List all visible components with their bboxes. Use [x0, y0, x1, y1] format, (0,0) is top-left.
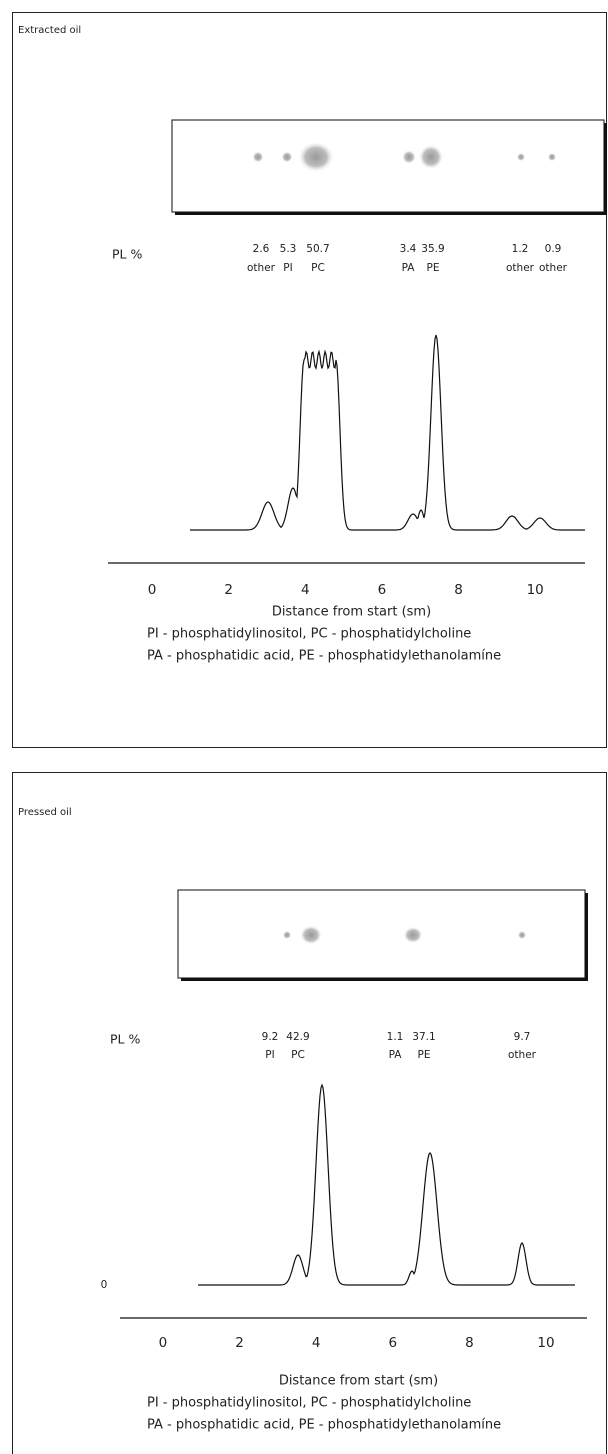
- tlc-spot: [418, 144, 443, 169]
- component-value: 1.2: [512, 243, 529, 255]
- x-tick-label: 10: [537, 1335, 554, 1351]
- x-tick-label: 4: [301, 582, 310, 598]
- component-value: 5.3: [280, 243, 297, 255]
- figure: Extracted oil PL % 2.6 other 5.3 PI 50.7 PC 3.4 P…: [0, 0, 608, 1454]
- tlc-spot: [300, 925, 322, 945]
- pl-label: PL %: [110, 1032, 140, 1047]
- panel-title: Pressed oil: [18, 807, 72, 818]
- baseline-label: 0: [101, 1279, 108, 1291]
- x-axis-label: Distance from start (sm): [279, 1374, 438, 1389]
- pl-label: PL %: [112, 247, 142, 262]
- x-tick-label: 10: [527, 582, 544, 598]
- tlc-plate: [172, 120, 604, 212]
- legend-line: PA - phosphatidic acid, PE - phosphatidy…: [147, 649, 501, 664]
- tlc-spot: [281, 151, 292, 162]
- component-value: 37.1: [412, 1031, 435, 1043]
- x-tick-label: 6: [378, 582, 387, 598]
- component-value: 9.7: [514, 1031, 531, 1043]
- x-tick-label: 2: [224, 582, 233, 598]
- x-tick-label: 6: [388, 1335, 397, 1351]
- component-value: 35.9: [421, 243, 444, 255]
- component-label: PA: [389, 1049, 403, 1061]
- component-value: 3.4: [400, 243, 417, 255]
- component-value: 50.7: [306, 243, 329, 255]
- x-axis-label: Distance from start (sm): [272, 605, 431, 620]
- tlc-spot: [402, 150, 416, 164]
- component-value: 2.6: [253, 243, 270, 255]
- component-label: other: [508, 1049, 537, 1061]
- component-label: PI: [283, 262, 292, 274]
- component-label: PC: [311, 262, 325, 274]
- component-label: PI: [265, 1049, 274, 1061]
- panel-frame: [13, 773, 607, 1454]
- x-tick-label: 0: [159, 1335, 168, 1351]
- component-value: 1.1: [387, 1031, 404, 1043]
- component-value: 9.2: [262, 1031, 279, 1043]
- legend-line: PI - phosphatidylinositol, PC - phosphat…: [147, 627, 471, 642]
- densitogram-trace: [190, 335, 585, 530]
- component-label: other: [539, 262, 568, 274]
- component-label: PA: [402, 262, 416, 274]
- x-tick-label: 2: [235, 1335, 244, 1351]
- component-value: 0.9: [545, 243, 562, 255]
- component-label: PE: [427, 262, 440, 274]
- panel-title: Extracted oil: [18, 25, 81, 36]
- tlc-spot: [298, 142, 334, 173]
- component-label: other: [506, 262, 535, 274]
- component-value: 42.9: [286, 1031, 309, 1043]
- tlc-spot: [283, 931, 291, 939]
- x-tick-label: 0: [148, 582, 157, 598]
- legend-line: PI - phosphatidylinositol, PC - phosphat…: [147, 1396, 471, 1411]
- tlc-spot: [548, 153, 556, 161]
- component-label: other: [247, 262, 276, 274]
- component-label: PE: [418, 1049, 431, 1061]
- tlc-spot: [252, 151, 263, 162]
- legend-line: PA - phosphatidic acid, PE - phosphatidy…: [147, 1418, 501, 1433]
- x-tick-label: 8: [465, 1335, 474, 1351]
- densitogram-trace: [198, 1085, 575, 1285]
- x-tick-label: 8: [454, 582, 463, 598]
- component-label: PC: [291, 1049, 305, 1061]
- x-tick-label: 4: [312, 1335, 321, 1351]
- tlc-spot: [517, 153, 525, 161]
- tlc-spot: [403, 927, 423, 944]
- tlc-spot: [518, 931, 526, 939]
